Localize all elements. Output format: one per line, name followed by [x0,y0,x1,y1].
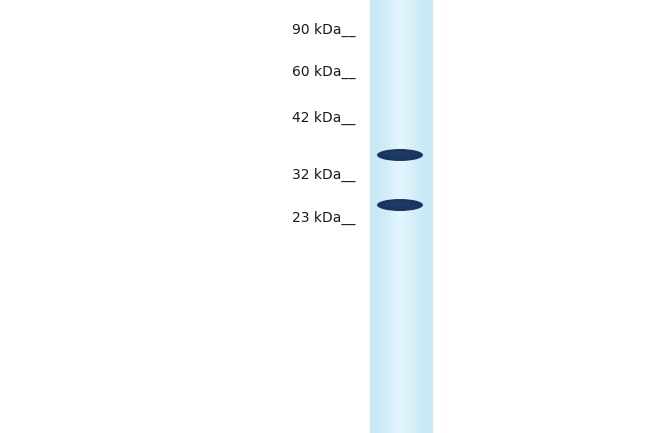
Bar [412,0,414,433]
Bar [382,0,384,433]
Bar [415,0,417,433]
Text: 60 kDa__: 60 kDa__ [291,65,355,79]
Bar [376,0,378,433]
Bar [374,0,377,433]
Bar [390,0,392,433]
Bar [409,0,411,433]
Bar [402,0,404,433]
Bar [392,0,394,433]
Bar [417,0,419,433]
Bar [372,0,374,433]
Bar [398,0,400,433]
Bar [370,0,372,433]
Bar [381,0,383,433]
Bar [404,0,406,433]
Bar [424,0,426,433]
Bar [389,0,391,433]
Bar [426,0,428,433]
Bar [421,0,423,433]
Bar [407,0,410,433]
Bar [373,0,375,433]
Bar [427,0,430,433]
Bar [384,0,386,433]
Bar [430,0,432,433]
Ellipse shape [384,151,410,157]
Bar [418,0,420,433]
Bar [396,0,398,433]
Bar [422,0,424,433]
Ellipse shape [384,201,410,207]
Bar [378,0,380,433]
Bar [413,0,415,433]
Bar [406,0,408,433]
Bar [410,0,412,433]
Bar [387,0,389,433]
Text: 42 kDa__: 42 kDa__ [292,111,355,125]
Text: 32 kDa__: 32 kDa__ [292,168,355,182]
Ellipse shape [377,149,423,161]
Text: 23 kDa__: 23 kDa__ [292,211,355,225]
Bar [380,0,382,433]
Text: 90 kDa__: 90 kDa__ [291,23,355,37]
Ellipse shape [377,199,423,211]
Bar [393,0,395,433]
Bar [429,0,431,433]
Bar [400,0,402,433]
Bar [385,0,387,433]
Bar [401,0,403,433]
Bar [420,0,422,433]
Bar [395,0,397,433]
